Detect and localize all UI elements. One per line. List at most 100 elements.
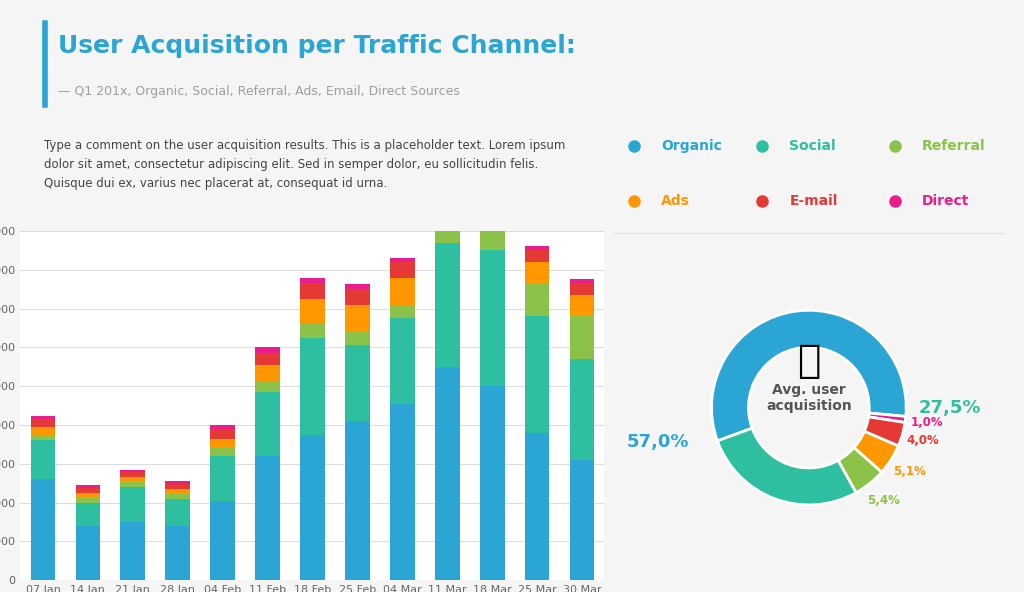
- Bar: [121, 482, 145, 487]
- Bar: [165, 481, 190, 484]
- Bar: [435, 243, 460, 367]
- Bar: [255, 382, 280, 392]
- Bar: [121, 487, 145, 522]
- Bar: [31, 427, 55, 435]
- Bar: [480, 386, 505, 580]
- Text: 27,5%: 27,5%: [919, 398, 981, 417]
- Bar: [524, 284, 550, 316]
- Bar: [345, 421, 370, 580]
- Bar: [210, 429, 234, 439]
- Bar: [300, 435, 325, 580]
- Bar: [480, 231, 505, 250]
- Text: E-mail: E-mail: [790, 194, 838, 208]
- Bar: [300, 324, 325, 337]
- Bar: [390, 262, 415, 278]
- Bar: [76, 526, 100, 580]
- Bar: [121, 522, 145, 580]
- Bar: [255, 456, 280, 580]
- Text: User Acquisition per Traffic Channel:: User Acquisition per Traffic Channel:: [57, 34, 575, 59]
- Bar: [300, 299, 325, 324]
- Bar: [345, 305, 370, 332]
- Bar: [569, 284, 594, 295]
- Text: Ads: Ads: [660, 194, 690, 208]
- Bar: [524, 246, 550, 250]
- Bar: [165, 526, 190, 580]
- Text: Social: Social: [790, 140, 836, 153]
- Bar: [300, 337, 325, 435]
- Bar: [76, 493, 100, 498]
- Bar: [210, 439, 234, 448]
- Bar: [390, 278, 415, 305]
- Bar: [480, 179, 505, 185]
- Bar: [480, 250, 505, 386]
- Text: 4,0%: 4,0%: [906, 434, 939, 447]
- Bar: [569, 359, 594, 460]
- Bar: [31, 440, 55, 480]
- Bar: [435, 165, 460, 171]
- Text: Direct: Direct: [922, 194, 969, 208]
- Bar: [121, 469, 145, 472]
- Bar: [345, 332, 370, 346]
- Bar: [524, 433, 550, 580]
- Wedge shape: [718, 428, 856, 505]
- Bar: [210, 501, 234, 580]
- Text: 1,0%: 1,0%: [910, 416, 943, 429]
- Text: 👤: 👤: [797, 342, 820, 380]
- Bar: [569, 316, 594, 359]
- Bar: [76, 488, 100, 493]
- Text: Avg. user
acquisition: Avg. user acquisition: [766, 383, 852, 413]
- Bar: [390, 258, 415, 262]
- Bar: [76, 485, 100, 488]
- Bar: [569, 460, 594, 580]
- Text: Referral: Referral: [922, 140, 985, 153]
- Bar: [435, 190, 460, 223]
- Wedge shape: [838, 448, 882, 493]
- Bar: [569, 295, 594, 316]
- Bar: [165, 498, 190, 526]
- Bar: [31, 416, 55, 419]
- Bar: [210, 456, 234, 501]
- Bar: [165, 494, 190, 498]
- Bar: [121, 472, 145, 477]
- Bar: [480, 200, 505, 231]
- Bar: [255, 353, 280, 365]
- Bar: [165, 484, 190, 489]
- Bar: [210, 425, 234, 429]
- Bar: [435, 367, 460, 580]
- Bar: [31, 435, 55, 440]
- Bar: [255, 365, 280, 382]
- Text: 5,1%: 5,1%: [893, 465, 926, 478]
- Bar: [76, 498, 100, 503]
- Bar: [31, 480, 55, 580]
- Text: — Q1 201x, Organic, Social, Referral, Ads, Email, Direct Sources: — Q1 201x, Organic, Social, Referral, Ad…: [57, 85, 460, 98]
- Bar: [524, 262, 550, 284]
- Bar: [76, 503, 100, 526]
- Bar: [255, 392, 280, 456]
- Bar: [524, 316, 550, 433]
- Bar: [435, 171, 460, 190]
- Bar: [210, 448, 234, 456]
- Bar: [345, 346, 370, 421]
- Wedge shape: [712, 310, 906, 441]
- Text: 57,0%: 57,0%: [627, 433, 689, 451]
- Bar: [345, 289, 370, 305]
- Text: Organic: Organic: [660, 140, 722, 153]
- Bar: [300, 284, 325, 299]
- Wedge shape: [854, 432, 898, 472]
- Bar: [569, 279, 594, 284]
- Bar: [435, 223, 460, 243]
- Bar: [524, 250, 550, 262]
- Bar: [480, 185, 505, 200]
- Bar: [390, 318, 415, 404]
- Text: Type a comment on the user acquisition results. This is a placeholder text. Lore: Type a comment on the user acquisition r…: [44, 139, 565, 191]
- Text: 5,4%: 5,4%: [866, 494, 899, 507]
- Bar: [31, 419, 55, 427]
- Bar: [165, 489, 190, 494]
- Bar: [390, 404, 415, 580]
- Bar: [121, 477, 145, 482]
- Bar: [390, 305, 415, 318]
- Bar: [300, 278, 325, 284]
- Wedge shape: [864, 417, 905, 446]
- Bar: [345, 284, 370, 289]
- Wedge shape: [868, 413, 906, 423]
